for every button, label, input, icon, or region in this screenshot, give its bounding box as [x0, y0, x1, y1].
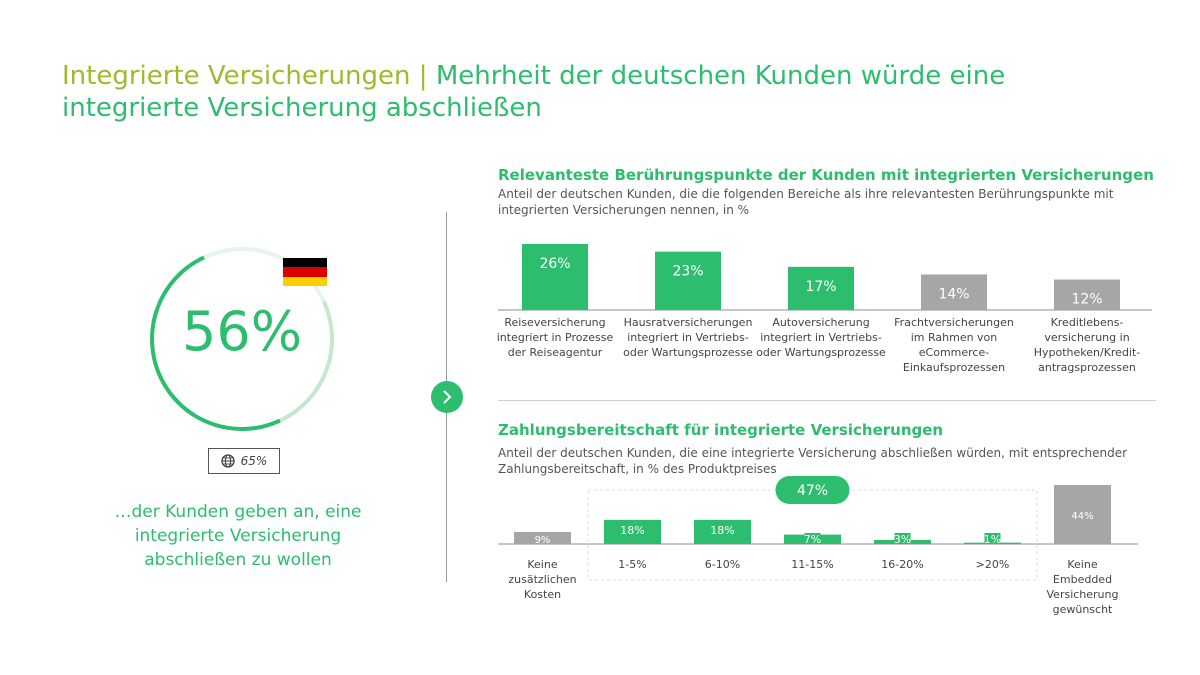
chart1-category-label: Kreditlebens- — [1051, 316, 1124, 329]
chart1-category-label: integriert in Vertriebs- — [760, 331, 882, 344]
title-main: Mehrheit der deutschen Kunden würde eine… — [62, 61, 1006, 123]
chart2-category-label: gewünscht — [1053, 603, 1113, 616]
willingness-chart: 47% 9% Keine zusätzlichen Kosten 18% 1-5% 18% 6-… — [498, 476, 1138, 616]
chart1-category-label: oder Wartungsprozesse — [756, 346, 886, 359]
chart2-label-tab — [984, 533, 1001, 544]
chart1-category-label: Reiseversicherung — [504, 316, 605, 329]
touchpoints-chart: 26% Reiseversicherung integriert in Prozes… — [497, 244, 1152, 374]
group-total-pill — [775, 476, 850, 504]
chart1-value-label: 23% — [672, 264, 703, 280]
chart1-bar — [655, 251, 721, 310]
chart1-category-label: antragsprozessen — [1038, 361, 1136, 374]
chart2-value-label: 1% — [984, 533, 1001, 546]
chart1-bar — [1054, 279, 1120, 310]
chart1-value-label: 26% — [539, 256, 570, 272]
globe-icon — [221, 454, 235, 468]
chart2-category-label: Versicherung — [1047, 588, 1119, 601]
chart2-category-label: >20% — [976, 558, 1010, 571]
chart1-title: Relevanteste Berührungspunkte der Kunden… — [498, 166, 1154, 184]
chart2-value-label: 9% — [535, 535, 551, 546]
title-separator: | — [410, 61, 436, 91]
chart1-value-label: 14% — [938, 286, 969, 302]
group-total-label: 47% — [797, 483, 828, 499]
chart2-category-label: 11-15% — [791, 558, 833, 571]
global-value: 65% — [240, 454, 268, 468]
chart2-label-tab — [804, 533, 821, 544]
chart1-category-label: integriert in Vertriebs- — [627, 331, 749, 344]
chart2-category-label: 6-10% — [705, 558, 740, 571]
chart1-value-label: 17% — [805, 279, 836, 295]
page-title: Integrierte Versicherungen | Mehrheit de… — [62, 60, 1142, 124]
chart2-value-label: 3% — [894, 533, 911, 546]
chart2-category-label: 1-5% — [618, 558, 646, 571]
chart1-category-label: im Rahmen von — [911, 331, 998, 344]
chart2-label-tab — [894, 533, 911, 544]
chart2-value-label: 18% — [620, 524, 644, 537]
chevron-right-icon — [443, 390, 452, 404]
chart2-subtitle: Anteil der deutschen Kunden, die eine in… — [498, 446, 1128, 476]
chart2-category-label: 16-20% — [881, 558, 923, 571]
chart2-value-label: 7% — [804, 533, 821, 546]
chart1-subtitle: Anteil der deutschen Kunden, die die fol… — [498, 187, 1114, 217]
section-separator — [498, 400, 1156, 401]
chart1-value-label: 12% — [1071, 292, 1102, 308]
chart2-category-label: zusätzlichen — [508, 573, 576, 586]
chart1-category-label: versicherung in — [1044, 331, 1129, 344]
global-badge: 65% — [208, 448, 280, 474]
chart1-bar — [522, 244, 588, 310]
chart1-category-label: oder Wartungsprozesse — [623, 346, 753, 359]
chart2-label-tab — [534, 533, 551, 544]
chart1-category-label: Einkaufsprozessen — [903, 361, 1005, 374]
chart2-category-label: Kosten — [524, 588, 561, 601]
claim-text: …der Kunden geben an, eine integrierte V… — [114, 502, 362, 570]
chart2-bar — [1054, 485, 1111, 544]
chart1-category-label: der Reiseagentur — [508, 346, 603, 359]
chart2-category-label: Keine — [527, 558, 557, 571]
chart2-bar — [604, 519, 661, 544]
chart1-category-label: Frachtversicherungen — [894, 316, 1014, 329]
chart2-category-label: Embedded — [1053, 573, 1112, 586]
chart1-category-label: eCommerce- — [919, 346, 989, 359]
chart2-value-label: 44% — [1071, 511, 1093, 522]
chart2-title: Zahlungsbereitschaft für integrierte Ver… — [498, 421, 944, 439]
next-button[interactable] — [431, 381, 463, 413]
title-lead: Integrierte Versicherungen — [62, 61, 411, 91]
chart1-bar — [788, 266, 854, 310]
chart2-bar — [694, 519, 751, 544]
chart2-value-label: 18% — [710, 524, 734, 537]
chart1-category-label: integriert in Prozesse — [497, 331, 614, 344]
chart1-category-label: Hausratversicherungen — [624, 316, 753, 329]
germany-flag — [283, 258, 327, 286]
headline-percent: 56% — [181, 300, 303, 363]
chart1-category-label: Hypotheken/Kredit- — [1034, 346, 1141, 359]
chart2-category-label: Keine — [1067, 558, 1097, 571]
chart1-category-label: Autoversicherung — [772, 316, 869, 329]
chart1-bar — [921, 274, 987, 310]
